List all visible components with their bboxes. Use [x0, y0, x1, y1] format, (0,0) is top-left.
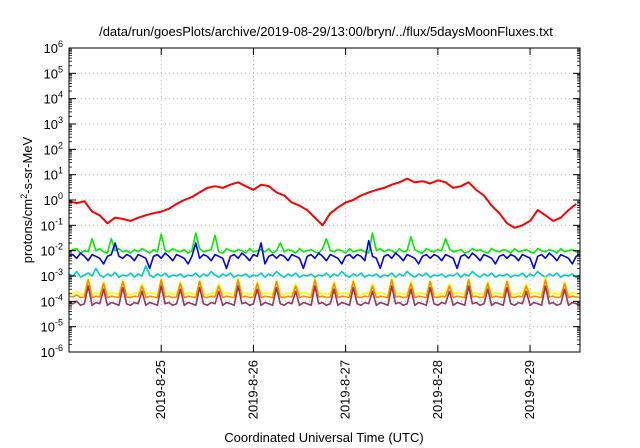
series-line-7 [68, 285, 581, 307]
x-axis-label: Coordinated Universal Time (UTC) [224, 430, 423, 445]
series-group [68, 177, 581, 307]
y-tick-label: 100 [44, 191, 63, 208]
y-tick-base: 10 [44, 117, 58, 132]
y-tick-exp: -2 [55, 242, 63, 252]
y-tick-label: 105 [44, 64, 63, 81]
series-line-6 [68, 279, 581, 299]
y-axis-label-sup: 2 [19, 194, 29, 199]
chart-title: /data/run/goesPlots/archive/2019-08-29/1… [99, 24, 553, 39]
x-tick-label: 2019-8-29 [522, 360, 537, 419]
y-tick-exp: 1 [58, 166, 63, 176]
y-tick-base: 10 [41, 320, 55, 335]
series-line-1 [68, 177, 577, 229]
y-tick-label: 102 [44, 140, 63, 157]
series-line-4 [68, 265, 581, 279]
y-tick-base: 10 [44, 41, 58, 56]
series-line-5 [68, 276, 581, 296]
series-line-2 [68, 232, 581, 254]
y-tick-base: 10 [44, 66, 58, 81]
x-tick-label: 2019-8-25 [153, 360, 168, 419]
y-tick-base: 10 [44, 193, 58, 208]
y-tick-exp: 3 [58, 115, 63, 125]
x-tick-label: 2019-8-27 [338, 360, 353, 419]
y-tick-base: 10 [44, 168, 58, 183]
y-tick-exp: 2 [58, 140, 63, 150]
y-tick-base: 10 [44, 142, 58, 157]
y-tick-base: 10 [44, 92, 58, 107]
series-line-3 [68, 239, 581, 270]
y-tick-exp: -5 [55, 318, 63, 328]
x-tick-label: 2019-8-28 [430, 360, 445, 419]
y-tick-label: 10-1 [41, 216, 63, 233]
y-tick-label: 106 [44, 39, 63, 56]
y-axis-label: protons/cm2-s-sr-MeV [19, 136, 35, 263]
y-tick-base: 10 [41, 294, 55, 309]
y-axis: 10-610-510-410-310-210-11001011021031041… [41, 39, 580, 360]
y-tick-exp: 4 [58, 90, 63, 100]
y-tick-label: 10-3 [41, 267, 63, 284]
y-tick-exp: -1 [55, 216, 63, 226]
grid [69, 48, 580, 352]
y-tick-label: 103 [44, 115, 63, 132]
y-tick-label: 10-6 [41, 343, 63, 360]
y-tick-exp: -6 [55, 343, 63, 353]
y-tick-label: 10-4 [41, 292, 63, 309]
y-tick-exp: -3 [55, 267, 63, 277]
y-tick-label: 10-5 [41, 318, 63, 335]
y-tick-base: 10 [41, 269, 55, 284]
y-tick-exp: -4 [55, 292, 63, 302]
y-tick-exp: 6 [58, 39, 63, 49]
y-axis-label-prefix: protons/cm [20, 199, 35, 263]
x-tick-label: 2019-8-26 [245, 360, 260, 419]
y-tick-label: 10-2 [41, 242, 63, 259]
y-tick-label: 101 [44, 166, 63, 183]
y-tick-base: 10 [41, 345, 55, 360]
y-tick-label: 104 [44, 90, 63, 107]
x-axis: 2019-8-25 2019-8-26 2019-8-27 2019-8-28 2019… [153, 48, 537, 419]
y-tick-base: 10 [41, 244, 55, 259]
y-tick-exp: 0 [58, 191, 63, 201]
y-tick-base: 10 [41, 218, 55, 233]
y-tick-exp: 5 [58, 64, 63, 74]
y-axis-label-suffix: -s-sr-MeV [20, 136, 35, 193]
